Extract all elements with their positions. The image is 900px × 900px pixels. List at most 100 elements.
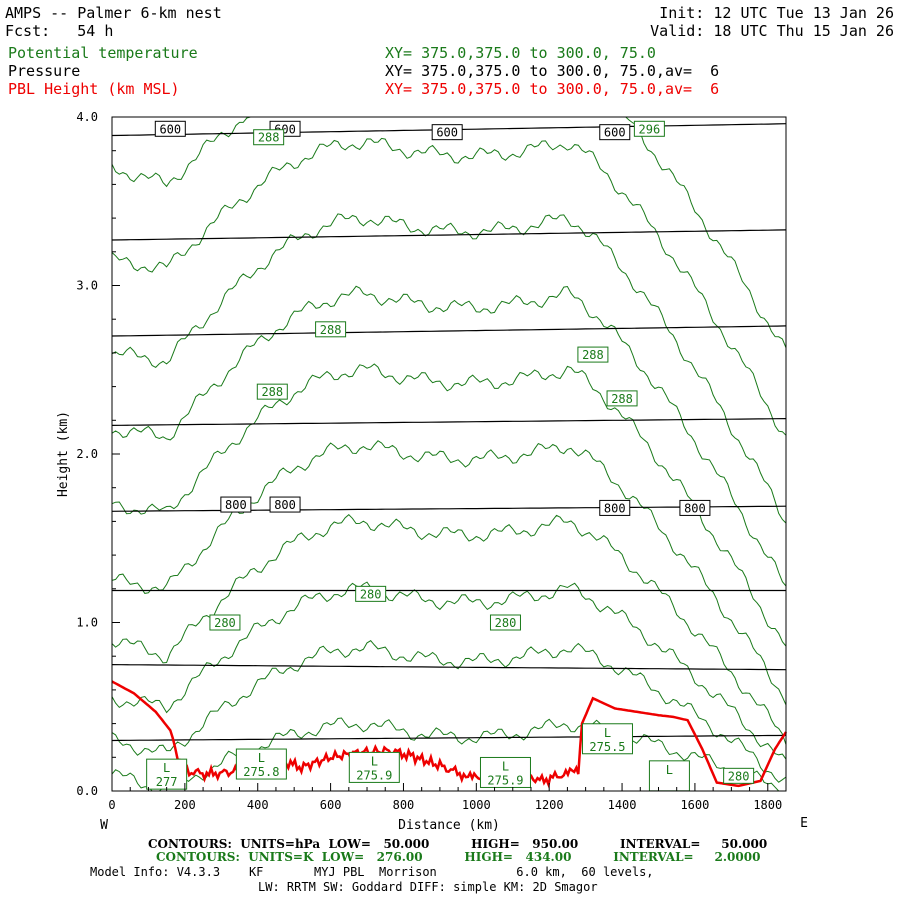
theta-contour-line [111, 581, 787, 760]
x-tick-label: 1200 [535, 798, 564, 812]
svg-text:600: 600 [436, 126, 458, 140]
x-tick-label: 400 [247, 798, 269, 812]
svg-text:L: L [258, 751, 265, 765]
footer-model-info: Model Info: V4.3.3 KF MYJ PBL Morrison 6… [90, 865, 654, 879]
east-label: E [800, 816, 808, 831]
svg-text:275.9: 275.9 [487, 773, 523, 787]
pressure-contour-line [111, 418, 787, 426]
y-tick-label: 4.0 [76, 110, 98, 124]
footer-physics: LW: RRTM SW: Goddard DIFF: simple KM: 2D… [258, 880, 598, 894]
svg-text:600: 600 [604, 126, 626, 140]
svg-text:288: 288 [320, 323, 342, 337]
theta-label: 288 [256, 383, 288, 400]
theta-label: 288 [577, 346, 609, 363]
pressure-contour-line [111, 664, 787, 671]
west-label: W [100, 818, 108, 833]
field1-name: Potential temperature [8, 44, 198, 62]
theta-contour-line [111, 363, 787, 647]
theta-label: 280 [489, 614, 521, 631]
svg-text:280: 280 [495, 616, 517, 630]
x-tick-label: 200 [174, 798, 196, 812]
y-tick-label: 2.0 [76, 447, 98, 461]
svg-text:280: 280 [728, 769, 750, 783]
theta-label: 280 [723, 767, 755, 784]
low-marker: L [648, 760, 690, 792]
pressure-contour-line [111, 325, 787, 337]
theta-contours [111, 116, 787, 792]
theta-contour-line [111, 285, 787, 587]
svg-text:288: 288 [261, 385, 283, 399]
x-tick-label: 1000 [462, 798, 491, 812]
header-init-time: Init: 12 UTC Tue 13 Jan 26 [659, 4, 894, 22]
x-tick-label: 0 [108, 798, 115, 812]
pressure-contour-line [111, 734, 787, 742]
pressure-label: 800 [679, 499, 711, 516]
svg-text:L: L [163, 761, 170, 775]
field2-xy: XY= 375.0,375.0 to 300.0, 75.0,av= 6 [385, 62, 720, 80]
header-forecast-hour: Fcst: 54 h [5, 22, 114, 40]
field2-name: Pressure [8, 62, 81, 80]
y-axis-label: Height (km) [56, 411, 71, 497]
theta-contour-line [111, 717, 786, 792]
svg-text:800: 800 [604, 501, 626, 515]
svg-text:288: 288 [258, 131, 280, 145]
x-axis-label: Distance (km) [398, 818, 500, 833]
svg-text:296: 296 [639, 122, 661, 136]
theta-contour-line [111, 640, 787, 783]
x-tick-label: 1600 [680, 798, 709, 812]
pbl-height-line [111, 680, 788, 789]
svg-text:280: 280 [214, 616, 236, 630]
svg-text:275.8: 275.8 [243, 765, 279, 779]
x-tick-label: 800 [393, 798, 415, 812]
svg-text:288: 288 [582, 348, 604, 362]
header-title: AMPS -- Palmer 6-km nest [5, 4, 222, 22]
x-tick-label: 1800 [753, 798, 782, 812]
y-tick-label: 1.0 [76, 616, 98, 630]
field1-xy: XY= 375.0,375.0 to 300.0, 75.0 [385, 44, 656, 62]
theta-contour-line [111, 514, 787, 745]
theta-label: 288 [606, 390, 638, 407]
pressure-label: 800 [220, 496, 252, 513]
plot-frame [111, 116, 787, 792]
theta-contour-line [111, 440, 787, 706]
footer-contours-theta: CONTOURS: UNITS=K LOW= 276.00 HIGH= 434.… [156, 850, 761, 864]
svg-text:280: 280 [360, 587, 382, 601]
footer-contours-pressure: CONTOURS: UNITS=hPa LOW= 50.000 HIGH= 95… [148, 837, 768, 851]
x-tick-label: 600 [320, 798, 342, 812]
svg-text:600: 600 [159, 122, 181, 136]
svg-text:277: 277 [156, 775, 178, 789]
field3-xy: XY= 375.0,375.0 to 300.0, 75.0,av= 6 [385, 80, 720, 98]
header-valid-time: Valid: 18 UTC Thu 15 Jan 26 [650, 22, 894, 40]
theta-label: 280 [209, 614, 241, 631]
svg-text:L: L [666, 763, 673, 777]
svg-text:800: 800 [225, 498, 247, 512]
theta-contour-line [111, 116, 787, 348]
pressure-label: 800 [269, 496, 301, 513]
svg-text:288: 288 [611, 392, 633, 406]
x-tick-label: 1400 [608, 798, 637, 812]
pressure-label: 600 [154, 120, 186, 137]
svg-text:800: 800 [274, 498, 296, 512]
theta-label: 280 [355, 585, 387, 602]
y-tick-label: 0.0 [76, 784, 98, 798]
svg-text:800: 800 [684, 501, 706, 515]
theta-label: 296 [633, 120, 665, 137]
theta-contour-line [111, 213, 787, 524]
pressure-label: 600 [431, 124, 463, 141]
svg-text:275.9: 275.9 [356, 768, 392, 782]
y-tick-label: 3.0 [76, 279, 98, 293]
theta-label: 288 [253, 129, 285, 146]
pressure-contours [111, 123, 787, 742]
svg-text:L: L [502, 759, 509, 773]
pressure-label: 800 [599, 499, 631, 516]
svg-text:L: L [604, 726, 611, 740]
svg-text:L: L [371, 754, 378, 768]
axes: 0 200 400 600 800 1000 1200 1400 1600 1800 0.0 1.0 2… [76, 110, 787, 812]
